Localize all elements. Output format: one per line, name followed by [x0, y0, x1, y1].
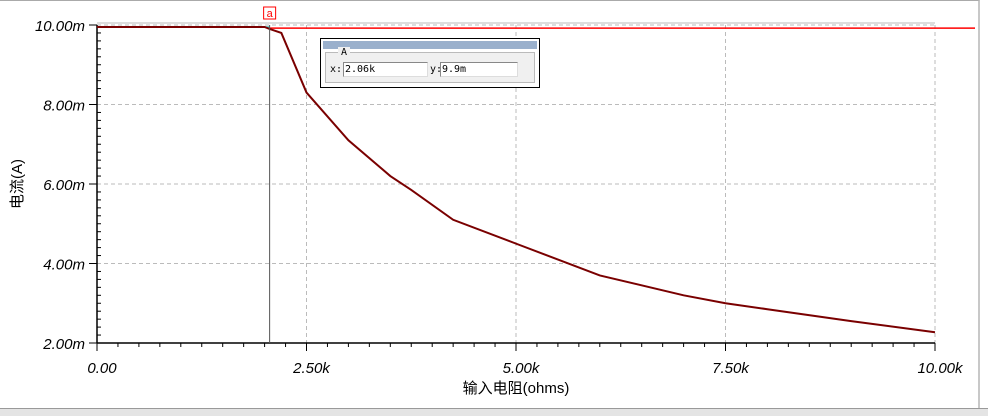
y-tick-label: 10.00m: [35, 18, 85, 35]
x-tick-label: 7.50k: [712, 360, 750, 377]
y-tick-label: 2.00m: [42, 336, 85, 353]
cursor-group: A x: y:: [325, 52, 535, 83]
y-tick-label: 6.00m: [43, 177, 85, 194]
x-tick-label: 2.50k: [292, 360, 331, 377]
x-value-field[interactable]: [343, 62, 428, 77]
cursor-group-title: A: [338, 47, 350, 58]
cursor-marker-label: a: [267, 8, 274, 20]
cursor-readout-box[interactable]: A x: y:: [320, 38, 540, 88]
x-label: x:: [330, 64, 342, 75]
y-tick-label: 4.00m: [43, 257, 85, 274]
x-tick-label: 10.00k: [917, 360, 964, 377]
y-axis-title: 电流(A): [9, 159, 26, 209]
y-tick-label: 8.00m: [43, 98, 85, 115]
x-tick-label: 0.00: [87, 360, 117, 377]
x-axis-title: 输入电阻(ohms): [463, 380, 570, 397]
cursor-box-titlebar[interactable]: [323, 41, 537, 49]
y-value-field[interactable]: [440, 62, 518, 77]
x-tick-label: 5.00k: [503, 360, 541, 377]
